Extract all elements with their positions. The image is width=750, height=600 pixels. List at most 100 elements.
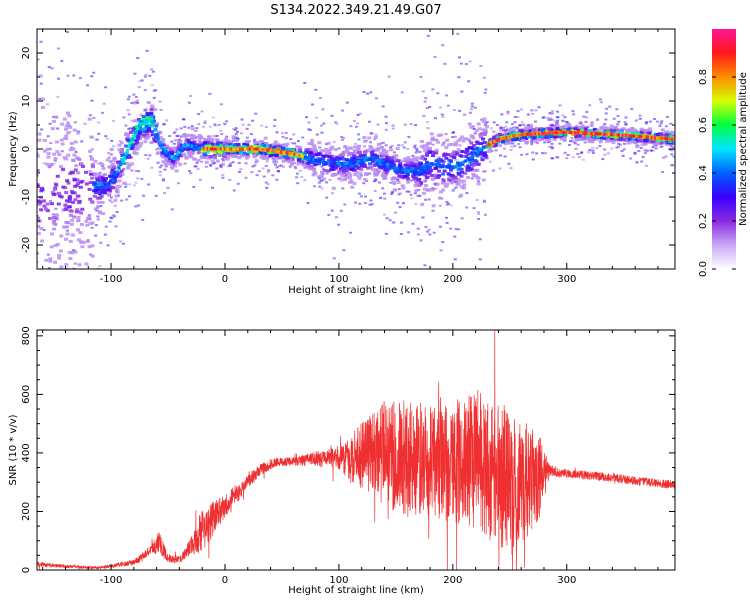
spectrogram-cell bbox=[141, 127, 146, 131]
spectrogram-cell bbox=[516, 110, 520, 113]
spectrogram-cell bbox=[491, 136, 496, 140]
spectrogram-cell bbox=[488, 147, 493, 151]
spectrogram-cell bbox=[368, 172, 372, 175]
spectrogram-cell bbox=[107, 193, 112, 197]
spectrogram-cell bbox=[426, 34, 430, 37]
spectrogram-cell bbox=[588, 149, 592, 152]
spectrogram-cell bbox=[469, 108, 473, 111]
spectrogram-core-cell bbox=[216, 147, 220, 151]
spectrogram-cell bbox=[181, 133, 186, 137]
spectrogram-cell bbox=[414, 151, 418, 154]
spectrogram-cell bbox=[463, 165, 467, 168]
spectrogram-cell bbox=[76, 215, 81, 219]
spectrogram-cell bbox=[236, 142, 241, 146]
spectrogram-cell bbox=[431, 88, 435, 91]
spectrogram-cell bbox=[548, 117, 552, 120]
spectrogram-cell bbox=[326, 169, 331, 173]
spectrogram-cell bbox=[89, 172, 94, 176]
spectrogram-cell bbox=[213, 124, 217, 127]
spectrogram-cell bbox=[513, 121, 517, 124]
spectrogram-core-cell bbox=[539, 132, 543, 136]
spectrogram-cell bbox=[570, 136, 574, 139]
spectrogram-cell bbox=[330, 145, 335, 149]
spectrogram-cell bbox=[173, 160, 178, 164]
spectrogram-cell bbox=[624, 123, 628, 126]
spectrogram-cell bbox=[231, 139, 235, 142]
spectrogram-core-cell bbox=[491, 140, 495, 144]
spectrogram-cell bbox=[478, 134, 483, 138]
spectrogram-core-cell bbox=[531, 132, 535, 136]
spectrogram-cell bbox=[670, 132, 675, 136]
spectrogram-cell bbox=[469, 125, 474, 129]
spectrogram-cell bbox=[371, 153, 376, 157]
spectrogram-cell bbox=[136, 177, 140, 180]
spectrogram-cell bbox=[57, 152, 62, 156]
spectrogram-cell bbox=[454, 180, 459, 184]
spectrogram-cell bbox=[164, 154, 169, 158]
spectrogram-cell bbox=[451, 131, 455, 134]
spectrogram-core-cell bbox=[580, 131, 584, 135]
spectrogram-cell bbox=[168, 162, 173, 166]
spectrogram-cell bbox=[90, 221, 95, 225]
spectrogram-cell bbox=[610, 147, 614, 150]
spectrogram-cell bbox=[50, 202, 55, 206]
spectrogram-cell bbox=[76, 219, 81, 223]
spectrogram-cell bbox=[128, 127, 132, 130]
spectrogram-cell bbox=[157, 147, 162, 151]
spectrogram-core-cell bbox=[660, 136, 664, 140]
spectrogram-cell bbox=[341, 170, 346, 174]
spectrogram-cell bbox=[337, 170, 342, 174]
spectrogram-cell bbox=[169, 148, 174, 152]
spectrogram-cell bbox=[57, 191, 62, 195]
spectrogram-cell bbox=[318, 185, 322, 188]
spectrogram-cell bbox=[384, 171, 389, 175]
spectrogram-cell bbox=[635, 161, 639, 164]
spectrogram-x-tick-label: 0 bbox=[222, 274, 228, 285]
spectrogram-cell bbox=[630, 132, 635, 136]
spectrogram-cell bbox=[96, 200, 101, 204]
spectrogram-cell bbox=[352, 145, 357, 149]
spectrogram-core-cell bbox=[546, 131, 550, 135]
spectrogram-cell bbox=[127, 195, 131, 198]
spectrogram-cell bbox=[154, 124, 159, 128]
spectrogram-cell bbox=[215, 142, 220, 146]
spectrogram-cell bbox=[400, 144, 404, 147]
spectrogram-cell bbox=[113, 204, 117, 207]
spectrogram-cell bbox=[158, 166, 162, 169]
spectrogram-cell bbox=[314, 160, 319, 164]
spectrogram-cell bbox=[163, 162, 168, 166]
spectrogram-cell bbox=[309, 147, 314, 151]
spectrogram-cell bbox=[37, 152, 39, 155]
spectrogram-cell bbox=[415, 149, 419, 152]
spectrogram-cell bbox=[535, 152, 539, 155]
spectrogram-core-cell bbox=[512, 134, 516, 138]
spectrogram-cell bbox=[661, 171, 665, 174]
spectrogram-cell bbox=[56, 202, 61, 206]
spectrogram-core-cell bbox=[455, 164, 459, 168]
spectrogram-cell bbox=[45, 147, 50, 151]
spectrogram-cell bbox=[452, 180, 457, 184]
spectrogram-cell bbox=[260, 156, 265, 160]
spectrogram-cell bbox=[170, 140, 174, 143]
spectrogram-cell bbox=[571, 110, 575, 113]
spectrogram-cell bbox=[609, 140, 613, 143]
spectrogram-cell bbox=[373, 135, 378, 139]
spectrogram-core-cell bbox=[143, 121, 147, 125]
spectrogram-cell bbox=[319, 179, 323, 182]
spectrogram-cell bbox=[68, 213, 73, 217]
spectrogram-cell bbox=[234, 135, 238, 138]
spectrogram-cell bbox=[596, 128, 600, 131]
spectrogram-cell bbox=[440, 113, 444, 116]
spectrogram-cell bbox=[106, 187, 111, 191]
spectrogram-core-cell bbox=[449, 166, 453, 170]
spectrogram-cell bbox=[403, 141, 407, 144]
spectrogram-cell bbox=[99, 179, 104, 183]
spectrogram-cell bbox=[495, 132, 500, 136]
spectrogram-core-cell bbox=[578, 131, 582, 135]
spectrogram-core-cell bbox=[425, 164, 429, 168]
spectrogram-cell bbox=[434, 148, 439, 152]
spectrogram-core-cell bbox=[613, 133, 617, 137]
spectrogram-cell bbox=[338, 177, 343, 181]
spectrogram-cell bbox=[293, 162, 297, 165]
spectrogram-cell bbox=[320, 165, 324, 168]
